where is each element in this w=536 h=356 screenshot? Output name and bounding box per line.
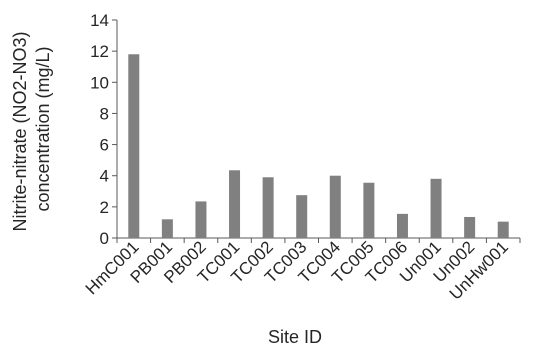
y-axis: 0 2 4 6 8 10 12 14 <box>90 11 118 248</box>
bar <box>229 170 241 238</box>
bar <box>161 219 173 238</box>
bar <box>396 213 408 238</box>
y-tick-label: 14 <box>90 11 109 30</box>
y-axis-title: Nitrite-nitrate (NO2-NO3) concentration … <box>10 26 53 231</box>
bar <box>195 201 207 238</box>
bar <box>329 175 341 238</box>
bar <box>296 195 308 238</box>
y-tick-label: 8 <box>100 104 109 123</box>
y-tick-label: 0 <box>100 229 109 248</box>
y-axis-title-line-2: concentration (mg/L) <box>33 46 53 211</box>
y-tick-label: 2 <box>100 198 109 217</box>
bar <box>464 216 476 238</box>
bar <box>262 177 274 238</box>
bar <box>430 178 442 238</box>
y-tick-label: 12 <box>90 42 109 61</box>
bar <box>128 54 140 238</box>
y-tick-label: 6 <box>100 136 109 155</box>
y-tick-label: 4 <box>100 167 109 186</box>
y-axis-title-line-1: Nitrite-nitrate (NO2-NO3) <box>10 31 30 231</box>
y-tick-label: 10 <box>90 73 109 92</box>
bar <box>363 182 375 238</box>
bar <box>497 221 509 238</box>
bars <box>128 54 509 238</box>
x-axis-title: Site ID <box>268 327 322 347</box>
x-axis: HmC001PB001PB002TC001TC002TC003TC004TC00… <box>82 237 521 304</box>
